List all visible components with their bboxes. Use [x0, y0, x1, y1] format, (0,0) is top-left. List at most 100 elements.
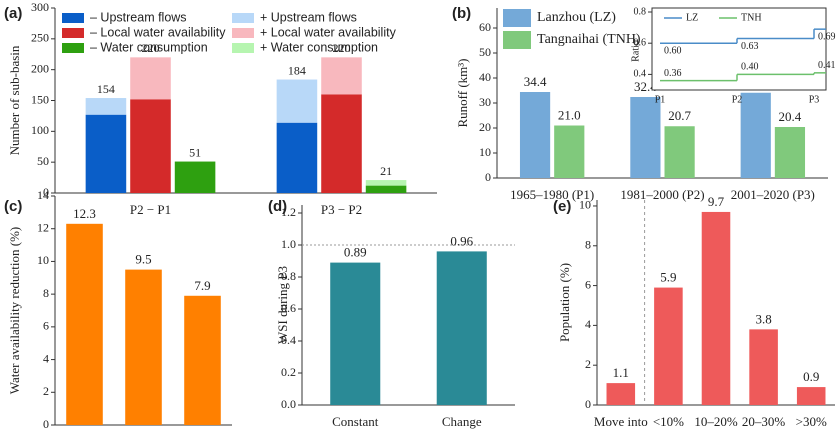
legend-label: Tangnaihai (TNH) [537, 32, 641, 47]
legend-swatch [232, 13, 254, 23]
y-tick-label: 50 [479, 45, 491, 59]
y-tick-label: 300 [31, 0, 49, 14]
y-tick-label: 4 [43, 351, 49, 365]
x-tick-label: 1981–2000 (P2) [620, 187, 704, 202]
y-axis-label: WSI during P3 [275, 266, 290, 344]
y-tick-label: 6 [43, 319, 49, 333]
legend-swatch [232, 43, 254, 53]
value-label: 0.40 [741, 62, 759, 73]
bar-segment [365, 185, 407, 193]
legend-label: TNH [741, 12, 762, 23]
x-tick-label: P2 [732, 94, 743, 105]
bar-segment [174, 161, 216, 193]
x-tick-label: P3 − P2 [321, 202, 362, 217]
y-tick-label: 0.6 [634, 37, 647, 48]
y-tick-label: 8 [43, 286, 49, 300]
y-tick-label: 0.2 [281, 365, 296, 379]
bar [630, 97, 661, 178]
y-tick-label: 0.4 [634, 69, 647, 80]
y-tick-label: 0.8 [281, 269, 296, 283]
bar [796, 387, 826, 405]
x-tick-label: P2 − P1 [130, 202, 171, 217]
bar [740, 92, 771, 178]
total-label: 184 [288, 63, 306, 77]
legend-label: + Local water availability [260, 25, 397, 39]
bar [66, 223, 103, 425]
x-tick-label: 10–20% [694, 414, 738, 429]
bar [519, 92, 551, 178]
value-label: 0.36 [664, 68, 682, 79]
value-label: 0.63 [741, 41, 759, 52]
bar [654, 287, 683, 405]
value-label: 34.4 [524, 74, 547, 89]
inset-frame [651, 7, 827, 91]
bar [774, 127, 806, 178]
bar [749, 329, 778, 405]
y-tick-label: 0.8 [634, 6, 647, 17]
value-label: 21.0 [558, 107, 581, 122]
bar-segment [130, 57, 171, 100]
panel-label: (a) [4, 5, 22, 22]
x-tick-label: >30% [796, 414, 827, 429]
y-tick-label: 250 [31, 31, 49, 45]
x-tick-label: – Local [64, 434, 105, 435]
y-tick-label: 10 [479, 145, 491, 159]
value-label: 0.69 [818, 31, 836, 42]
value-label: 7.9 [194, 278, 210, 293]
x-tick-label: YRB [189, 434, 216, 435]
bar [606, 383, 636, 405]
x-tick-label: Change [442, 414, 482, 429]
y-tick-label: 0.4 [281, 333, 296, 347]
total-label: 220 [333, 41, 351, 55]
value-label: 9.5 [135, 252, 151, 267]
bar-segment [276, 79, 318, 123]
y-axis-label: Water availability reduction (%) [7, 227, 22, 395]
legend-swatch [62, 13, 84, 23]
y-tick-label: 2 [585, 357, 591, 371]
value-label: 0.9 [803, 369, 819, 384]
y-axis-label: Population (%) [557, 263, 572, 342]
bar-segment [365, 180, 407, 186]
legend-swatch [503, 9, 531, 27]
bar-segment [130, 99, 171, 193]
bar-segment [276, 122, 318, 193]
y-tick-label: 6 [585, 277, 591, 291]
total-label: 154 [97, 82, 115, 96]
y-tick-label: 0 [485, 170, 491, 184]
legend-label: + Upstream flows [260, 10, 357, 24]
y-tick-label: 150 [31, 92, 49, 106]
y-tick-label: 10 [579, 198, 591, 212]
legend-label: – Local water availability [90, 25, 226, 39]
bar [184, 295, 221, 425]
x-tick-label: 1965–1980 (P1) [510, 187, 594, 202]
value-label: 32.4 [634, 79, 657, 94]
value-label: 0.89 [344, 245, 367, 260]
legend-swatch [503, 31, 531, 49]
y-tick-label: 50 [37, 154, 49, 168]
value-label: 12.3 [73, 206, 96, 221]
y-tick-label: 0.6 [281, 301, 296, 315]
y-tick-label: 30 [479, 95, 491, 109]
bar [330, 262, 381, 405]
x-tick-label: Constant [332, 414, 379, 429]
bar-segment [85, 98, 127, 115]
legend-swatch [62, 28, 84, 38]
y-tick-label: 0 [43, 417, 49, 431]
bar [664, 126, 695, 178]
value-label: 20.4 [779, 109, 802, 124]
value-label: 1.1 [613, 365, 629, 380]
y-tick-label: 1.0 [281, 237, 296, 251]
y-tick-label: 100 [31, 123, 49, 137]
bar [701, 211, 731, 405]
bar-segment [85, 114, 127, 193]
legend-label: LZ [686, 12, 698, 23]
y-tick-label: 14 [37, 188, 49, 202]
x-tick-label: 2001–2020 (P3) [731, 187, 815, 202]
y-tick-label: 40 [479, 70, 491, 84]
legend-label: – Water consumption [90, 40, 208, 54]
y-tick-label: 10 [37, 253, 49, 267]
legend-swatch [232, 28, 254, 38]
value-label: 0.41 [818, 60, 836, 71]
